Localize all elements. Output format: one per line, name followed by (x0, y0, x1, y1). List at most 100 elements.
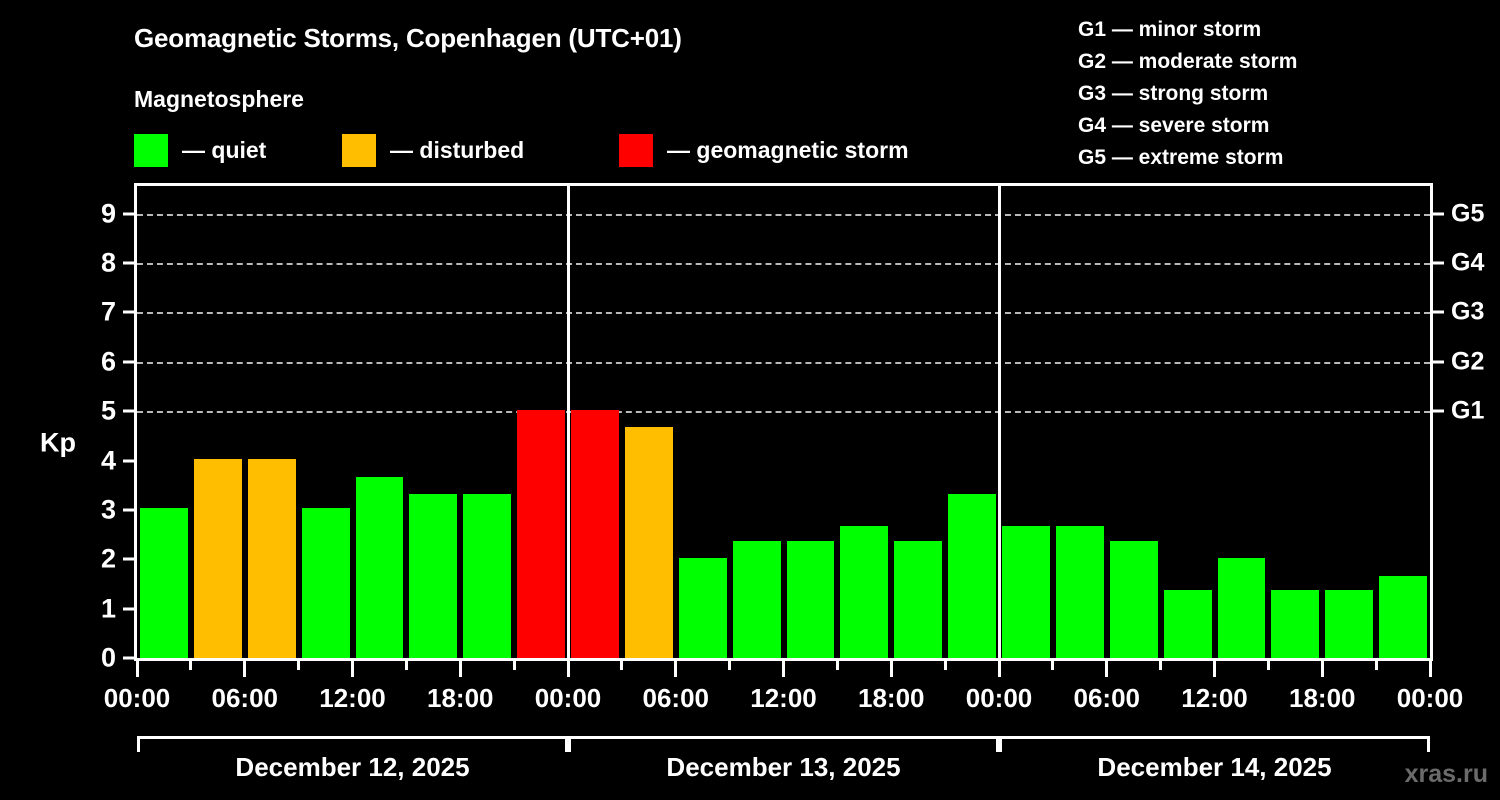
bar (786, 541, 835, 658)
bar (517, 409, 565, 658)
y-axis-tick-label-4: 4 (100, 445, 116, 475)
gridline-kp-5 (137, 411, 1430, 414)
g-scale-line-1: G1 — minor storm (1078, 18, 1262, 41)
y-axis-tick-label-3: 3 (100, 494, 116, 525)
x-axis-tick-minor (728, 661, 732, 670)
watermark: xras.ru (1404, 760, 1488, 788)
x-axis-tick-label: 00:00 (534, 683, 602, 713)
chart-subtitle: Magnetosphere (134, 86, 304, 112)
bar (678, 557, 727, 658)
x-axis-tick-major (1105, 661, 1109, 677)
x-axis-tick-minor (1266, 661, 1270, 670)
g-scale-line-5: G5 — extreme storm (1078, 146, 1284, 169)
day-separator (566, 186, 570, 658)
y-axis-tick-label-5: 5 (100, 395, 116, 426)
g-axis-tick-label-G5: G5 (1451, 199, 1485, 228)
bar (571, 409, 619, 658)
legend-label-geomagnetic-storm: — geomagnetic storm (667, 136, 909, 163)
bar (1109, 541, 1158, 658)
bar (840, 526, 889, 658)
bar (732, 541, 781, 658)
date-label: December 13, 2025 (666, 752, 901, 782)
x-axis-tick-major (889, 661, 893, 677)
y-axis-tick-mark (123, 508, 134, 512)
x-axis-tick-major (782, 661, 785, 677)
bar (355, 476, 404, 658)
y-axis-tick-mark (123, 557, 134, 561)
x-axis-tick-minor (1051, 661, 1055, 670)
date-label: December 14, 2025 (1097, 752, 1332, 782)
x-axis-tick-minor (1159, 661, 1163, 670)
legend-item-geomagnetic-storm: — geomagnetic storm (619, 133, 909, 167)
x-axis-tick-label: 18:00 (427, 683, 494, 713)
plot-area (134, 183, 1433, 661)
y-axis-tick-label-0: 0 (100, 642, 116, 673)
bar (1271, 590, 1320, 658)
bar (1002, 526, 1050, 658)
y-axis-tick-mark (123, 212, 134, 216)
x-axis-tick-major (1320, 661, 1324, 677)
g-axis-tick-label-G3: G3 (1451, 297, 1485, 326)
g-axis-tick-mark (1433, 360, 1444, 364)
date-bracket (137, 736, 568, 752)
day-separator (997, 186, 1001, 658)
g-axis-tick-mark (1433, 310, 1444, 314)
bar (1055, 526, 1104, 658)
y-axis-tick-mark (123, 409, 134, 413)
x-axis-tick-major (674, 661, 678, 677)
legend-swatch-disturbed (342, 133, 376, 167)
g-scale-legend: G1 — minor storm G2 — moderate storm G3 — … (1078, 14, 1297, 174)
y-axis-tick-label-1: 1 (100, 593, 116, 624)
bar (1217, 557, 1266, 658)
x-axis-tick-major (1213, 661, 1216, 677)
y-axis-tick-mark (123, 261, 134, 265)
x-axis-tick-label: 06:00 (211, 683, 279, 713)
gridline-kp-6 (137, 361, 1430, 364)
gridline-kp-8 (137, 263, 1430, 266)
x-axis-tick-label: 00:00 (103, 683, 171, 713)
y-axis-title: Kp (40, 427, 76, 458)
g-axis-tick-label-G1: G1 (1451, 396, 1485, 425)
y-axis-tick-mark (123, 656, 134, 660)
bar (193, 459, 242, 658)
g-scale-line-4: G4 — severe storm (1078, 114, 1270, 137)
gridline-kp-9 (137, 213, 1430, 216)
bar (1163, 590, 1212, 658)
legend-item-quiet: — quiet (134, 133, 266, 167)
x-axis-tick-major (243, 661, 247, 677)
legend-item-disturbed: — disturbed (342, 133, 524, 167)
x-axis-tick-major (997, 661, 1001, 677)
y-axis-tick-label-6: 6 (100, 346, 116, 377)
gridline-kp-7 (137, 312, 1430, 315)
plot-inner (137, 186, 1430, 658)
x-axis-tick-minor (1374, 661, 1378, 670)
y-axis-tick-label-2: 2 (100, 543, 116, 574)
g-scale-line-3: G3 — strong storm (1078, 82, 1269, 105)
x-axis-tick-label: 12:00 (1181, 683, 1248, 713)
bar (1379, 575, 1427, 658)
bar (894, 541, 943, 658)
bar (948, 493, 996, 658)
bar (409, 493, 458, 658)
page-title: Geomagnetic Storms, Copenhagen (UTC+01) (134, 23, 682, 53)
x-axis-tick-minor (835, 661, 839, 670)
x-axis-tick-minor (297, 661, 301, 670)
y-axis-tick-label-9: 9 (100, 198, 116, 229)
legend-label-disturbed: — disturbed (390, 136, 525, 163)
x-axis-tick-minor (620, 661, 624, 670)
y-axis-tick-label-8: 8 (100, 247, 116, 278)
x-axis-tick-label: 00:00 (965, 683, 1033, 713)
bar (140, 508, 188, 658)
x-axis-tick-minor (189, 661, 193, 670)
x-axis-tick-label: 06:00 (1073, 683, 1141, 713)
g-axis-tick-mark (1433, 409, 1444, 413)
x-axis-tick-major (135, 661, 139, 677)
g-scale-line-2: G2 — moderate storm (1078, 50, 1298, 73)
y-axis-tick-mark (123, 607, 134, 611)
x-axis-tick-label: 06:00 (642, 683, 710, 713)
bar (247, 459, 296, 658)
legend-swatch-quiet (134, 133, 168, 167)
y-axis-tick-mark (123, 310, 134, 314)
x-axis-tick-major (458, 661, 462, 677)
